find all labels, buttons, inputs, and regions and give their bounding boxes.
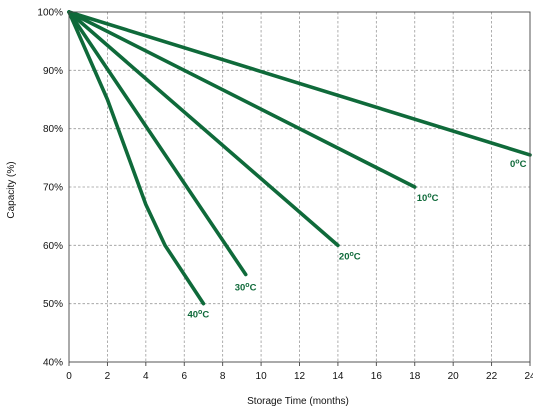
x-tick-label: 6 [181,371,187,382]
series-label-20c: 20oC [339,251,361,263]
series-line-40c [67,10,206,306]
series-line-0c [67,10,532,157]
x-tick-label: 10 [256,371,268,382]
series-lines [67,10,532,306]
x-tick-label: 24 [524,371,533,382]
plot-frame [68,11,531,366]
x-tick-label: 8 [220,371,226,382]
series-label-30c: 30oC [235,282,257,294]
y-tick-label: 100% [37,8,63,19]
series-line-20c [67,10,340,248]
y-tick-label: 90% [43,66,63,77]
x-tick-label: 14 [332,371,344,382]
x-tick-label: 2 [105,371,111,382]
x-tick-label: 22 [486,371,498,382]
x-tick-label: 18 [409,371,421,382]
series-label-40c: 40oC [187,309,209,321]
y-tick-label: 50% [43,299,63,310]
series-labels: 0oC 10oC 20oC 30oC 40oC [187,158,526,320]
x-tick-label: 12 [294,371,306,382]
x-tick-label: 0 [66,371,72,382]
series-label-10c: 10oC [417,193,439,205]
series-line-30c [67,10,248,277]
tick-labels: 0 2 4 6 8 10 12 14 16 18 20 22 2440%50%60%70%80%90%1… [37,8,533,383]
y-tick-label: 40% [43,358,63,369]
x-tick-label: 16 [371,371,383,382]
x-tick-label: 4 [143,371,149,382]
x-axis-title: Storage Time (months) [247,396,349,407]
y-tick-label: 70% [43,183,63,194]
series-label-0c: 0oC [510,158,527,170]
series-line-10c [67,10,417,189]
y-axis-title: Capacity (%) [6,161,17,218]
x-tick-label: 20 [448,371,460,382]
y-tick-label: 80% [43,124,63,135]
y-tick-label: 60% [43,241,63,252]
